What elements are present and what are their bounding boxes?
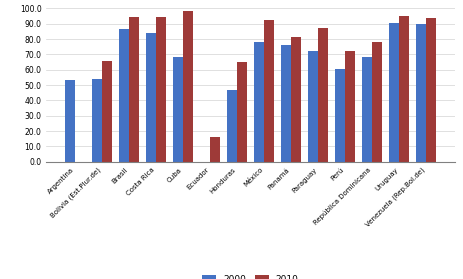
Bar bbox=[65, 80, 75, 162]
Bar bbox=[102, 61, 112, 162]
Bar bbox=[334, 69, 344, 162]
Bar bbox=[307, 51, 317, 162]
Bar bbox=[129, 17, 139, 162]
Bar bbox=[92, 79, 102, 162]
Bar bbox=[263, 20, 274, 162]
Bar bbox=[280, 45, 290, 162]
Bar bbox=[398, 16, 408, 162]
Bar bbox=[371, 42, 382, 162]
Bar bbox=[388, 23, 398, 162]
Bar bbox=[290, 37, 300, 162]
Bar bbox=[183, 11, 193, 162]
Bar bbox=[344, 51, 355, 162]
Bar bbox=[145, 33, 156, 162]
Bar bbox=[361, 57, 371, 162]
Bar bbox=[237, 62, 247, 162]
Bar bbox=[210, 136, 220, 162]
Bar bbox=[119, 29, 129, 162]
Bar bbox=[156, 17, 166, 162]
Bar bbox=[317, 28, 327, 162]
Bar bbox=[226, 90, 237, 162]
Bar bbox=[415, 24, 425, 162]
Bar bbox=[173, 57, 183, 162]
Legend: 2000, 2010: 2000, 2010 bbox=[198, 271, 302, 279]
Bar bbox=[425, 18, 435, 162]
Bar bbox=[253, 42, 263, 162]
